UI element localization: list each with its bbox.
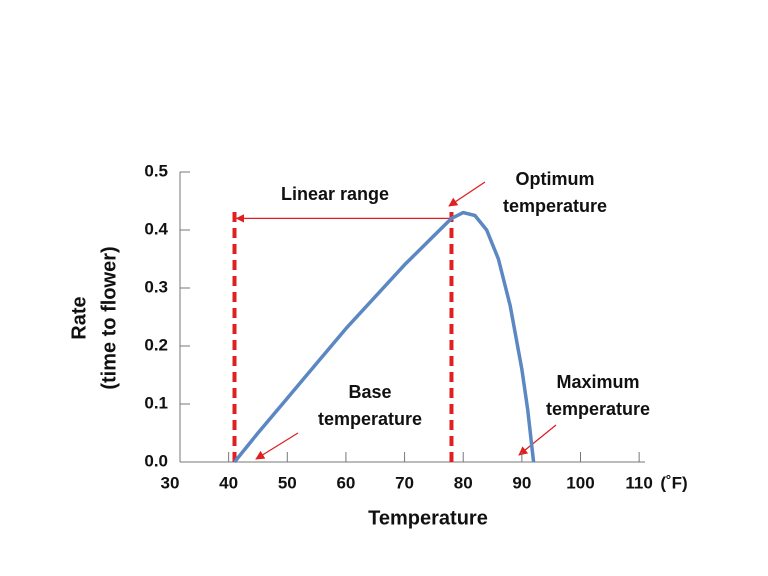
x-unit: (˚F) (660, 473, 687, 492)
x-tick-label: 60 (336, 473, 355, 492)
y-tick-label: 0.3 (144, 277, 168, 296)
annotation: temperature (318, 409, 422, 429)
x-tick-label: 70 (395, 473, 414, 492)
x-tick-label: 80 (454, 473, 473, 492)
x-tick-label: 110 (625, 473, 652, 492)
annotation: Optimum (516, 169, 595, 189)
x-axis-title: Temperature (368, 507, 488, 529)
y-axis-title: Rate (68, 296, 90, 339)
x-tick-label: 50 (278, 473, 297, 492)
annotation: Linear range (281, 184, 389, 204)
y-tick-label: 0.5 (144, 161, 168, 180)
x-tick-label: 40 (219, 473, 238, 492)
y-axis-title: (time to flower) (98, 246, 120, 389)
y-tick-label: 0.0 (144, 451, 168, 470)
x-tick-label: 30 (161, 473, 180, 492)
annotation: temperature (546, 399, 650, 419)
data-line (233, 210, 536, 464)
annotation-arrow (255, 432, 299, 460)
annotation-arrow (448, 181, 486, 207)
annotation: Base (348, 382, 391, 402)
y-tick-label: 0.2 (144, 335, 168, 354)
y-tick-label: 0.4 (144, 219, 168, 238)
annotation: Maximum (556, 372, 639, 392)
y-tick-label: 0.1 (144, 393, 168, 412)
annotation: temperature (503, 196, 607, 216)
x-tick-label: 90 (512, 473, 531, 492)
x-tick-label: 100 (566, 473, 594, 492)
annotation-arrow (518, 424, 557, 456)
